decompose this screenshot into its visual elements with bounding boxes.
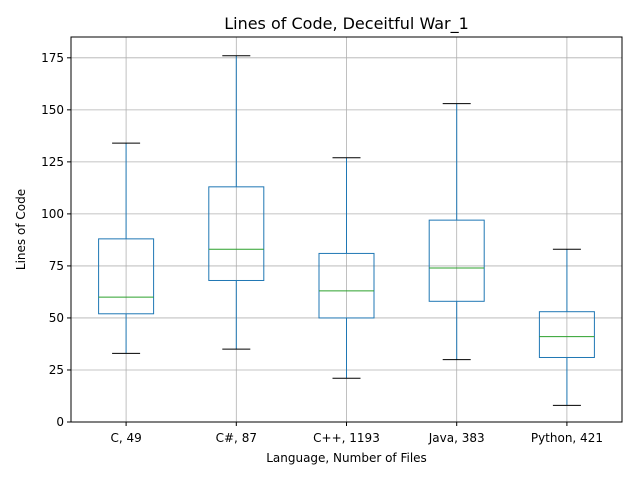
box-1 bbox=[98, 142, 155, 354]
box-2 bbox=[208, 55, 265, 350]
iqr-box bbox=[208, 186, 265, 281]
y-tick-label: 125 bbox=[41, 155, 64, 169]
y-tick-label: 50 bbox=[49, 311, 64, 325]
y-tick-label: 0 bbox=[56, 415, 64, 429]
x-tick-label: C#, 87 bbox=[216, 431, 257, 445]
y-tick-label: 25 bbox=[49, 363, 64, 377]
iqr-box bbox=[428, 219, 485, 302]
iqr-box bbox=[318, 252, 375, 319]
boxes bbox=[98, 55, 595, 406]
y-tick-label: 75 bbox=[49, 259, 64, 273]
iqr-box bbox=[538, 311, 595, 358]
box-3 bbox=[318, 157, 375, 379]
axis-ticks: 0 25 50 75 100 125 150 175 C, 49 C#, 87 C++, 1193 J… bbox=[41, 51, 603, 445]
iqr-box bbox=[98, 238, 155, 315]
x-tick-label: Java, 383 bbox=[428, 431, 485, 445]
box-5 bbox=[538, 248, 595, 406]
x-tick-label: Python, 421 bbox=[531, 431, 603, 445]
x-axis-label: Language, Number of Files bbox=[266, 451, 427, 465]
chart-title: Lines of Code, Deceitful War_1 bbox=[224, 14, 469, 34]
y-axis-label: Lines of Code bbox=[14, 189, 28, 270]
y-tick-label: 150 bbox=[41, 103, 64, 117]
x-tick-label: C++, 1193 bbox=[313, 431, 380, 445]
y-tick-label: 175 bbox=[41, 51, 64, 65]
x-tick-label: C, 49 bbox=[110, 431, 141, 445]
y-tick-label: 100 bbox=[41, 207, 64, 221]
box-4 bbox=[428, 103, 485, 361]
